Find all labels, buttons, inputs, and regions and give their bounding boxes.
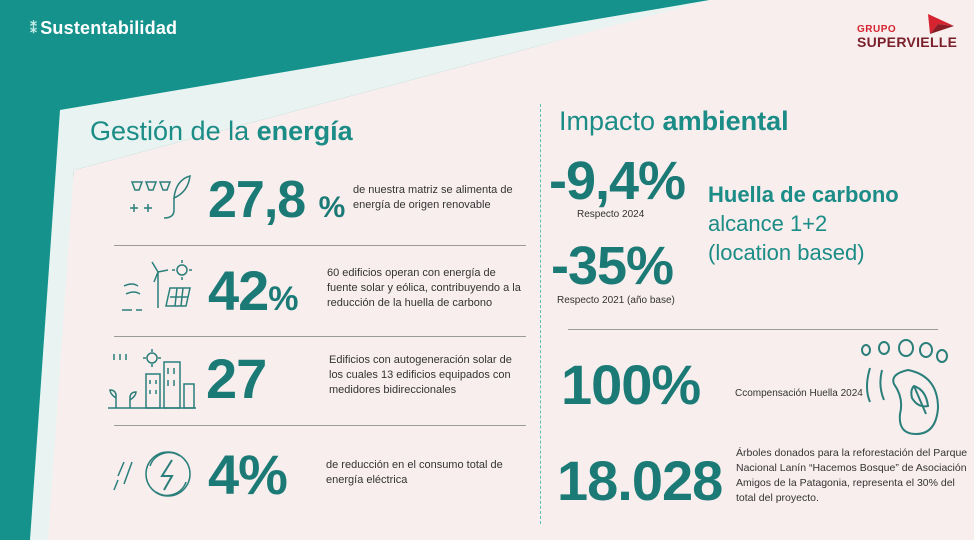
carbon-2024-note: Respecto 2024 — [577, 209, 645, 220]
renewable-description: de nuestra matriz se alimenta de energía… — [353, 184, 513, 211]
renewable-unit: % — [318, 191, 346, 224]
brand-label: Sustentabilidad — [40, 18, 178, 38]
solar-wind-value: 42% — [208, 258, 299, 323]
energy-reduction-icon — [113, 451, 191, 497]
carbon-footprint-label: Huella de carbono alcance 1+2 (location … — [708, 180, 899, 267]
renewable-number: 27,8 — [208, 171, 306, 229]
impact-title-bold: ambiental — [662, 106, 789, 136]
row-divider — [114, 425, 526, 426]
reduction-number: 4 — [208, 443, 239, 506]
solar-wind-number: 42 — [208, 259, 269, 322]
logo-arrow-icon — [928, 14, 954, 34]
renewable-value: 27,8 % — [208, 170, 346, 230]
compensation-value: 100% — [561, 353, 701, 416]
huella-line2: alcance 1+2 — [708, 211, 828, 236]
carbon-2021-value: -35% — [551, 236, 674, 296]
trees-description: Árboles donados para la reforestación de… — [736, 447, 968, 504]
footprint-leaf-icon — [861, 339, 948, 436]
energy-title-prefix: Gestión de la — [90, 116, 257, 146]
renewable-plug-icon — [130, 174, 191, 219]
logo-grupo: GRUPO — [857, 24, 897, 35]
brand-mark-icon: ⁑ — [30, 20, 38, 36]
carbon-2024-value: -9,4% — [549, 151, 686, 211]
buildings-description: Edificios con autogeneración solar de lo… — [329, 354, 512, 396]
solar-buildings-icon — [108, 349, 196, 409]
impact-divider — [568, 329, 938, 330]
reduction-description: de reducción en el consumo total de ener… — [326, 459, 503, 486]
section-divider — [540, 104, 541, 524]
reduction-value: 4% — [208, 442, 288, 507]
energy-section-title: Gestión de la energía — [90, 116, 353, 147]
solar-wind-icon — [122, 260, 192, 311]
buildings-number: 27 — [206, 347, 267, 410]
energy-title-bold: energía — [256, 116, 353, 146]
huella-title: Huella de carbono — [708, 182, 899, 207]
row-divider — [114, 336, 526, 337]
huella-line3: (location based) — [708, 240, 865, 265]
logo-name: SUPERVIELLE — [857, 34, 958, 50]
trees-value: 18.028 — [557, 449, 723, 512]
solar-wind-unit: % — [268, 280, 298, 318]
impact-title-prefix: Impacto — [559, 106, 663, 136]
brand-title: ⁑ Sustentabilidad — [30, 18, 177, 39]
carbon-2021-note: Respecto 2021 (año base) — [557, 295, 675, 306]
solar-wind-description: 60 edificios operan con energía de fuent… — [327, 267, 521, 309]
impact-section-title: Impacto ambiental — [559, 106, 789, 137]
buildings-value: 27 — [206, 346, 267, 411]
reduction-unit: % — [238, 443, 288, 506]
row-divider — [114, 245, 526, 246]
compensation-text: Ccompensación Huella 2024 — [735, 388, 863, 399]
